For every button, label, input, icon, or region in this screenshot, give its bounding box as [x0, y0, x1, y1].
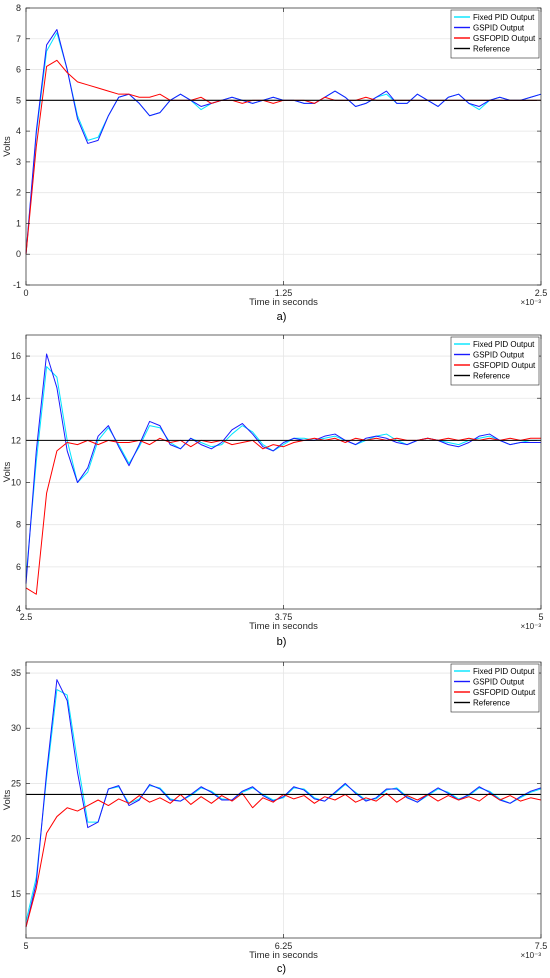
y-tick-label: 6 [16, 562, 21, 572]
legend-label-4: Reference [473, 372, 510, 381]
y-tick-label: 16 [11, 351, 21, 361]
x-axis-label: Time in seconds [249, 621, 318, 632]
y-tick-label: 5 [16, 95, 21, 105]
legend-label-4: Reference [473, 699, 510, 708]
x-axis-label: Time in seconds [249, 950, 318, 961]
y-tick-label: 25 [11, 778, 21, 788]
y-axis-label: Volts [2, 789, 13, 810]
y-tick-label: 10 [11, 478, 21, 488]
x-axis-label: Time in seconds [249, 297, 318, 308]
x-tick-label: 6.25 [275, 941, 293, 951]
y-axis-label: Volts [2, 461, 13, 482]
x-tick-label: 1.25 [275, 288, 293, 298]
y-tick-label: 12 [11, 435, 21, 445]
y-axis-label: Volts [2, 136, 13, 157]
y-tick-label: 4 [16, 604, 21, 614]
y-tick-label: 6 [16, 65, 21, 75]
legend-box [450, 9, 540, 59]
chart-panel-3: 15 20 25 30 35 5 6.25 7.5×10⁻³ Time in seconds Vo… [2, 661, 548, 975]
y-tick-label: 20 [11, 834, 21, 844]
y-tick-label: 8 [16, 3, 21, 13]
y-tick-label: -1 [13, 280, 21, 290]
x-tick-label: 0 [23, 288, 28, 298]
x-tick-label: 2.5 [20, 612, 33, 622]
y-tick-label: 1 [16, 218, 21, 228]
y-tick-label: 30 [11, 723, 21, 733]
x-tick-label: 7.5 [535, 941, 548, 951]
y-tick-label: 8 [16, 520, 21, 530]
legend-label-3: GSFOPID Output [473, 361, 536, 370]
y-tick-label: 15 [11, 889, 21, 899]
legend-label-4: Reference [473, 45, 510, 54]
legend-label-2: GSPID Output [473, 351, 525, 360]
legend-label-3: GSFOPID Output [473, 688, 536, 697]
legend-label-2: GSPID Output [473, 24, 525, 33]
x-tick-label: 5 [23, 941, 28, 951]
y-tick-label: 0 [16, 249, 21, 259]
x-exponent-label: ×10⁻³ [521, 622, 542, 631]
legend-label-1: Fixed PID Output [473, 340, 535, 349]
x-tick-label: 5 [538, 612, 543, 622]
panel-label: c) [277, 963, 286, 975]
y-tick-label: 4 [16, 126, 21, 136]
y-tick-label: 7 [16, 34, 21, 44]
x-exponent-label: ×10⁻³ [521, 298, 542, 307]
series-line-2 [25, 679, 542, 928]
legend-label-3: GSFOPID Output [473, 34, 536, 43]
legend-box [450, 663, 540, 713]
legend-label-2: GSPID Output [473, 678, 525, 687]
y-tick-label: 2 [16, 188, 21, 198]
panel-label: a) [277, 311, 287, 323]
legend-label-1: Fixed PID Output [473, 13, 535, 22]
y-tick-label: 14 [11, 393, 21, 403]
x-exponent-label: ×10⁻³ [521, 951, 542, 960]
series-line-2 [25, 353, 541, 584]
y-tick-label: 35 [11, 668, 21, 678]
legend-label-1: Fixed PID Output [473, 667, 535, 676]
series-line-3 [25, 437, 541, 595]
x-tick-label: 2.5 [535, 288, 548, 298]
legend-box [450, 336, 540, 386]
y-tick-label: 3 [16, 157, 21, 167]
chart-panel-2: 4 6 8 10 12 14 16 2.5 3.75 5×10⁻³ Time in seconds V… [2, 334, 544, 648]
x-tick-label: 3.75 [275, 612, 293, 622]
panel-label: b) [277, 636, 287, 648]
